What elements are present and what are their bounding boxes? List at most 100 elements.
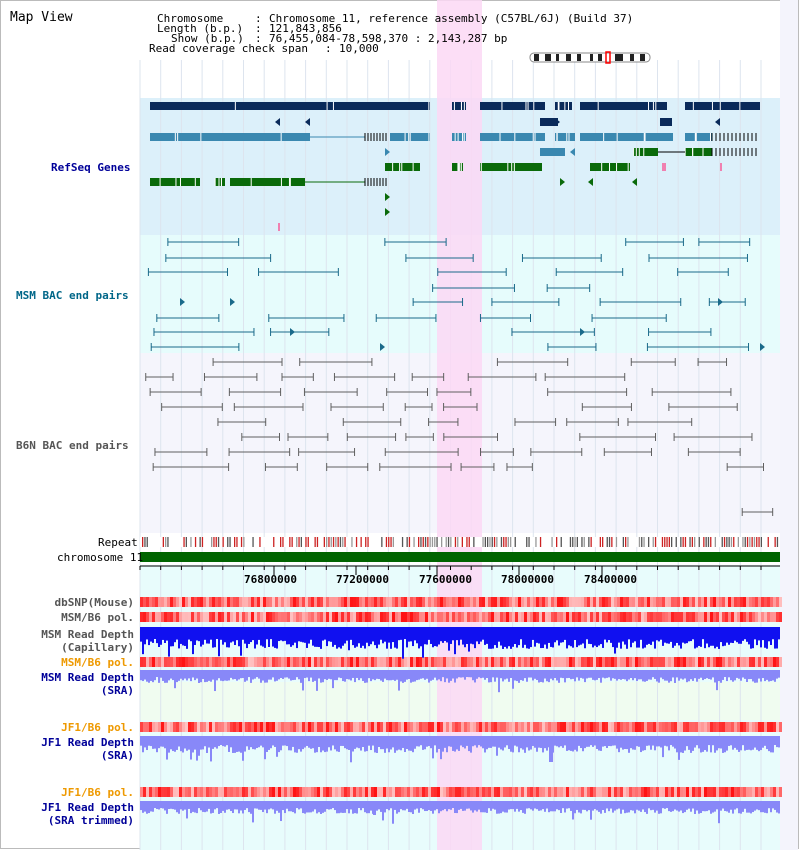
track-label-jf1-b6-pol-1[interactable]: JF1/B6 pol. <box>61 721 134 734</box>
heat-cell <box>179 657 182 667</box>
bac-end-pair <box>708 298 746 306</box>
depth-bar <box>158 736 160 749</box>
track-label-msm-depth-cap-1[interactable]: MSM Read Depth <box>41 628 134 641</box>
depth-bar <box>484 736 486 753</box>
depth-bar <box>716 670 718 691</box>
depth-bar <box>478 736 480 746</box>
depth-bar <box>448 736 450 747</box>
repeat-element <box>144 537 146 547</box>
heat-cell <box>764 657 767 667</box>
repeat-element <box>576 537 578 547</box>
depth-bar <box>282 801 284 811</box>
repeat-element <box>243 537 245 547</box>
depth-bar <box>420 801 422 809</box>
track-label-msm-depth-sra-1[interactable]: MSM Read Depth <box>41 671 134 684</box>
depth-spike <box>549 736 553 762</box>
track-label-msm-bac[interactable]: MSM BAC end pairs <box>16 289 129 302</box>
heat-cell <box>560 612 563 622</box>
depth-bar <box>444 736 446 748</box>
heat-cell <box>365 722 368 732</box>
depth-bar <box>396 670 398 680</box>
depth-bar <box>768 801 770 809</box>
track-label-msm-b6-pol-1[interactable]: MSM/B6 pol. <box>61 611 134 624</box>
track-label-jf1-b6-pol-2[interactable]: JF1/B6 pol. <box>61 786 134 799</box>
depth-bar <box>244 670 246 682</box>
depth-bar <box>352 736 354 752</box>
depth-bar <box>304 670 306 679</box>
gene-exon-block <box>480 102 545 110</box>
depth-bar <box>230 670 232 678</box>
repeat-element <box>468 537 470 547</box>
track-label-jf1-depth-sra-1[interactable]: JF1 Read Depth <box>41 736 134 749</box>
depth-bar <box>332 801 334 809</box>
depth-bar <box>154 670 156 681</box>
repeat-element <box>505 537 507 547</box>
track-label-jf1-depth-trim-1[interactable]: JF1 Read Depth <box>41 801 134 814</box>
track-label-b6n-bac[interactable]: B6N BAC end pairs <box>16 439 129 452</box>
repeat-element <box>185 537 187 547</box>
depth-bar <box>726 670 728 682</box>
depth-bar <box>366 627 368 643</box>
depth-bar <box>444 670 446 683</box>
track-label-msm-b6-pol-2[interactable]: MSM/B6 pol. <box>61 656 134 669</box>
depth-bar <box>454 627 456 655</box>
depth-bar <box>586 670 588 679</box>
heat-cell <box>272 722 275 732</box>
heat-cell <box>485 722 488 732</box>
heat-cell <box>635 787 638 797</box>
depth-bar <box>640 670 642 680</box>
heat-cell <box>464 722 467 732</box>
depth-bar <box>636 670 638 681</box>
depth-bar <box>646 801 648 814</box>
track-label-dbsnp[interactable]: dbSNP(Mouse) <box>54 596 134 609</box>
depth-bar <box>344 670 346 682</box>
depth-bar <box>278 736 280 753</box>
depth-bar <box>522 801 524 813</box>
heat-cell <box>776 657 779 667</box>
heat-cell <box>356 787 359 797</box>
heat-cell <box>755 722 758 732</box>
depth-bar <box>398 670 400 691</box>
repeat-element <box>638 537 641 547</box>
depth-bar <box>240 627 242 656</box>
heat-cell <box>344 722 347 732</box>
depth-bar <box>502 627 504 649</box>
heat-cell <box>701 597 704 607</box>
depth-bar <box>646 736 648 746</box>
depth-bar <box>732 670 734 682</box>
track-label-repeat[interactable]: Repeat <box>98 536 138 549</box>
heat-cell <box>347 722 350 732</box>
depth-bar <box>636 736 638 747</box>
track-label-jf1-depth-trim-2: (SRA trimmed) <box>47 814 134 827</box>
depth-bar <box>524 801 526 814</box>
heat-cell <box>737 612 740 622</box>
depth-bar <box>378 670 380 680</box>
heat-cell <box>674 597 677 607</box>
repeat-element <box>539 537 542 547</box>
heat-cell <box>746 612 749 622</box>
depth-bar <box>682 670 684 680</box>
depth-bar <box>506 801 508 813</box>
bac-end-pair <box>161 403 223 411</box>
selected-region-highlight <box>437 0 482 850</box>
depth-bar <box>462 801 464 811</box>
depth-bar <box>586 801 588 812</box>
track-label-refseq[interactable]: RefSeq Genes <box>51 161 131 174</box>
depth-bar <box>422 736 424 750</box>
heat-cell <box>512 787 515 797</box>
repeat-element <box>611 537 613 547</box>
heat-cell <box>152 722 155 732</box>
depth-bar <box>194 736 196 750</box>
heat-cell <box>362 597 365 607</box>
heat-cell <box>539 612 542 622</box>
depth-bar <box>726 801 728 812</box>
depth-bar <box>298 736 300 750</box>
heat-cell <box>434 787 437 797</box>
depth-bar <box>392 670 394 680</box>
heat-cell <box>143 722 146 732</box>
heat-cell <box>152 657 155 667</box>
depth-bar <box>542 670 544 683</box>
depth-bar <box>608 670 610 678</box>
heat-cell <box>176 597 179 607</box>
